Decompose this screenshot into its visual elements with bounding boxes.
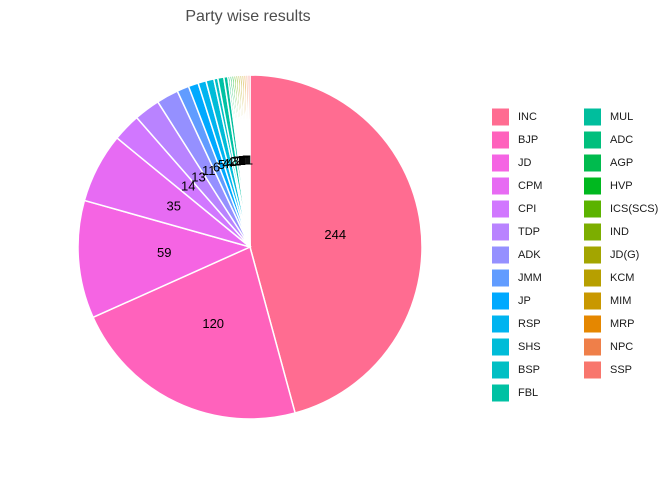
- legend-label: CPM: [518, 180, 542, 192]
- legend-key: [584, 292, 601, 310]
- legend-label: ICS(SCS): [610, 203, 658, 215]
- legend-key: [584, 269, 601, 287]
- legend-key: [492, 361, 509, 379]
- chart-title: Party wise results: [185, 8, 310, 25]
- value-label: 1: [244, 152, 251, 167]
- legend: INC BJP JD CPM CPI TDP ADK JMM JP RSP SHS BSP FBL MUL…: [492, 108, 658, 402]
- value-label: 3: [232, 154, 239, 169]
- legend-label: TDP: [518, 226, 540, 238]
- value-label: 11: [202, 163, 216, 178]
- value-label: 244: [324, 227, 346, 242]
- pie-slice: [247, 74, 251, 248]
- legend-label: SSP: [610, 364, 632, 376]
- legend-key: [584, 315, 601, 333]
- legend-label: BJP: [518, 134, 538, 146]
- value-label: 1: [236, 153, 243, 168]
- legend-key: [584, 108, 601, 126]
- value-label: 59: [157, 245, 171, 260]
- legend-key: [492, 154, 509, 172]
- legend-label: JD: [518, 157, 532, 169]
- legend-label: MIM: [610, 295, 631, 307]
- value-label: 1: [240, 153, 247, 168]
- value-label: 1: [242, 153, 249, 168]
- legend-label: AGP: [610, 157, 633, 169]
- legend-key: [492, 200, 509, 218]
- legend-key: [584, 246, 601, 264]
- value-label: 5: [218, 157, 225, 172]
- value-label: 1: [238, 153, 245, 168]
- legend-label: INC: [518, 111, 537, 123]
- legend-key: [584, 361, 601, 379]
- legend-label: ADK: [518, 249, 541, 261]
- legend-key: [584, 223, 601, 241]
- legend-label: MUL: [610, 111, 633, 123]
- value-label: 4: [222, 156, 229, 171]
- legend-label: CPI: [518, 203, 536, 215]
- value-label: 6: [213, 159, 220, 174]
- legend-key: [492, 246, 509, 264]
- legend-key: [584, 200, 601, 218]
- value-label: 1: [243, 153, 250, 168]
- value-label: 1: [241, 153, 248, 168]
- legend-key: [584, 131, 601, 149]
- legend-key: [492, 131, 509, 149]
- legend-label: SHS: [518, 341, 541, 353]
- legend-key: [492, 292, 509, 310]
- pie-slice: [77, 199, 253, 319]
- legend-label: BSP: [518, 364, 540, 376]
- value-label: 35: [166, 199, 180, 214]
- value-label: 14: [181, 179, 195, 194]
- legend-label: FBL: [518, 387, 538, 399]
- pie-slice: [92, 245, 297, 420]
- legend-label: MRP: [610, 318, 634, 330]
- pie-slice: [249, 74, 423, 414]
- legend-key: [492, 269, 509, 287]
- legend-key: [584, 154, 601, 172]
- value-label: 4: [226, 155, 233, 170]
- value-label: 1: [237, 153, 244, 168]
- legend-label: JP: [518, 295, 531, 307]
- legend-label: JD(G): [610, 249, 639, 261]
- legend-label: IND: [610, 226, 629, 238]
- legend-key: [492, 338, 509, 356]
- legend-key: [584, 338, 601, 356]
- legend-key: [492, 177, 509, 195]
- legend-key: [492, 223, 509, 241]
- value-label: 1: [246, 152, 253, 167]
- legend-key: [492, 384, 509, 402]
- legend-label: ADC: [610, 134, 633, 146]
- legend-label: RSP: [518, 318, 541, 330]
- value-label: 2: [234, 153, 241, 168]
- legend-label: NPC: [610, 341, 633, 353]
- value-label: 2: [229, 154, 236, 169]
- legend-key: [492, 315, 509, 333]
- value-label: 1: [245, 152, 252, 167]
- value-label: 1: [239, 153, 246, 168]
- pie: [77, 74, 423, 420]
- value-label: 13: [191, 170, 205, 185]
- value-label: 120: [202, 316, 224, 331]
- legend-label: KCM: [610, 272, 634, 284]
- legend-key: [492, 108, 509, 126]
- legend-label: JMM: [518, 272, 542, 284]
- legend-key: [584, 177, 601, 195]
- legend-label: HVP: [610, 180, 633, 192]
